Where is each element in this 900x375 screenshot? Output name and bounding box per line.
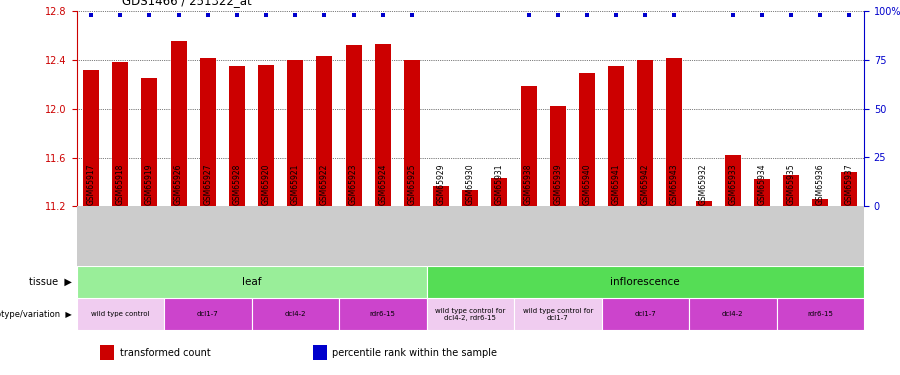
Bar [171,40,186,206]
Bar [251,298,339,330]
Bar [777,298,864,330]
Bar [427,266,864,298]
Bar [287,60,303,206]
Bar [83,70,99,206]
Bar [313,345,327,360]
Text: transformed count: transformed count [120,348,211,357]
Bar [608,66,624,206]
Bar [200,58,216,206]
Bar [76,266,427,298]
Bar [141,78,158,206]
Bar [550,106,566,206]
Text: dcl1-7: dcl1-7 [197,311,219,317]
Text: genotype/variation  ▶: genotype/variation ▶ [0,310,72,319]
Bar [601,298,689,330]
Text: dcl1-7: dcl1-7 [634,311,656,317]
Bar [339,298,427,330]
Bar [164,298,251,330]
Text: GDS1466 / 251322_at: GDS1466 / 251322_at [122,0,251,8]
Bar [317,56,332,206]
Bar [520,86,536,206]
Bar [112,63,129,206]
Text: dcl4-2: dcl4-2 [722,311,743,317]
Bar [812,199,828,206]
Bar [579,74,595,206]
Text: percentile rank within the sample: percentile rank within the sample [332,348,498,357]
Text: tissue  ▶: tissue ▶ [29,277,72,287]
Text: rdr6-15: rdr6-15 [370,311,396,317]
Bar [76,298,164,330]
Text: leaf: leaf [242,277,261,287]
Bar [374,44,391,206]
Bar [463,190,478,206]
Bar [514,298,601,330]
Bar [689,298,777,330]
Bar [754,180,770,206]
Text: dcl4-2: dcl4-2 [284,311,306,317]
Bar [666,58,682,206]
Bar [258,65,274,206]
Bar [404,60,420,206]
Bar [783,175,799,206]
Bar [724,155,741,206]
Bar [842,172,858,206]
Bar [427,298,514,330]
Text: rdr6-15: rdr6-15 [807,311,833,317]
Bar [229,66,245,206]
Text: wild type control: wild type control [91,311,149,317]
Bar [346,45,362,206]
Bar [491,178,508,206]
Text: inflorescence: inflorescence [610,277,680,287]
Bar [100,345,114,360]
Text: wild type control for
dcl1-7: wild type control for dcl1-7 [523,308,593,321]
Text: wild type control for
dcl4-2, rdr6-15: wild type control for dcl4-2, rdr6-15 [435,308,506,321]
Bar [637,60,653,206]
Bar [696,201,712,206]
Bar [433,186,449,206]
